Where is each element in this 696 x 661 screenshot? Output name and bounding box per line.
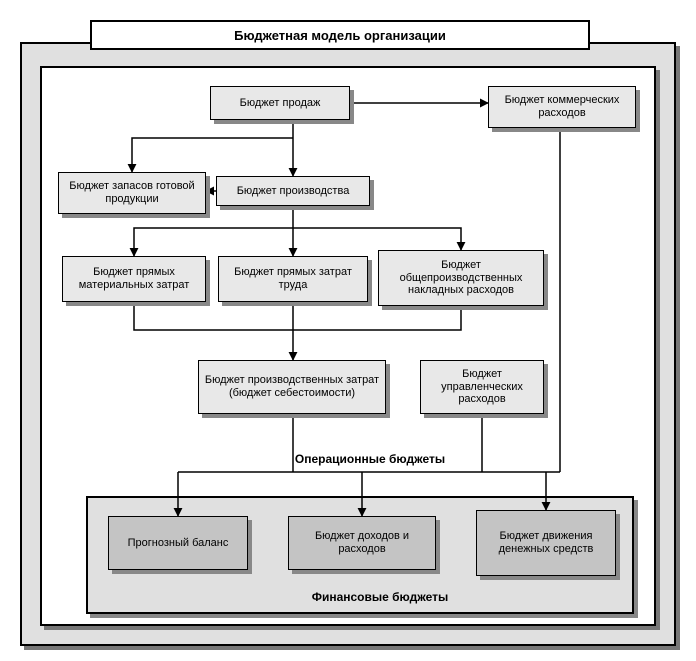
node-label: Бюджет управленческих расходов	[425, 368, 539, 406]
financial-budgets-label: Финансовые бюджеты	[280, 590, 480, 604]
node-materials: Бюджет прямых материальных затрат	[62, 256, 206, 302]
diagram-title-text: Бюджетная модель организации	[234, 28, 446, 43]
node-cashflow: Бюджет движения денежных средств	[476, 510, 616, 576]
node-inventory: Бюджет запасов готовой продукции	[58, 172, 206, 214]
node-label: Бюджет производства	[237, 185, 350, 198]
node-income: Бюджет доходов и расходов	[288, 516, 436, 570]
node-label: Бюджет производственных затрат (бюджет с…	[203, 374, 381, 399]
node-admin: Бюджет управленческих расходов	[420, 360, 544, 414]
node-overhead: Бюджет общепроизводственных накладных ра…	[378, 250, 544, 306]
node-production: Бюджет производства	[216, 176, 370, 206]
node-label: Бюджет прямых затрат труда	[223, 266, 363, 291]
diagram-stage: Бюджетная модель организации Бюджет прод…	[0, 0, 696, 661]
node-label: Бюджет продаж	[240, 97, 321, 110]
operational-budgets-label: Операционные бюджеты	[260, 452, 480, 466]
node-cost: Бюджет производственных затрат (бюджет с…	[198, 360, 386, 414]
node-label: Бюджет коммерческих расходов	[493, 94, 631, 119]
node-label: Бюджет общепроизводственных накладных ра…	[383, 259, 539, 297]
node-label: Бюджет доходов и расходов	[293, 530, 431, 555]
node-label: Бюджет прямых материальных затрат	[67, 266, 201, 291]
diagram-title: Бюджетная модель организации	[90, 20, 590, 50]
node-labor: Бюджет прямых затрат труда	[218, 256, 368, 302]
node-label: Бюджет запасов готовой продукции	[63, 180, 201, 205]
node-commercial: Бюджет коммерческих расходов	[488, 86, 636, 128]
node-label: Прогнозный баланс	[128, 537, 229, 550]
node-balance: Прогнозный баланс	[108, 516, 248, 570]
node-sales: Бюджет продаж	[210, 86, 350, 120]
node-label: Бюджет движения денежных средств	[481, 530, 611, 555]
